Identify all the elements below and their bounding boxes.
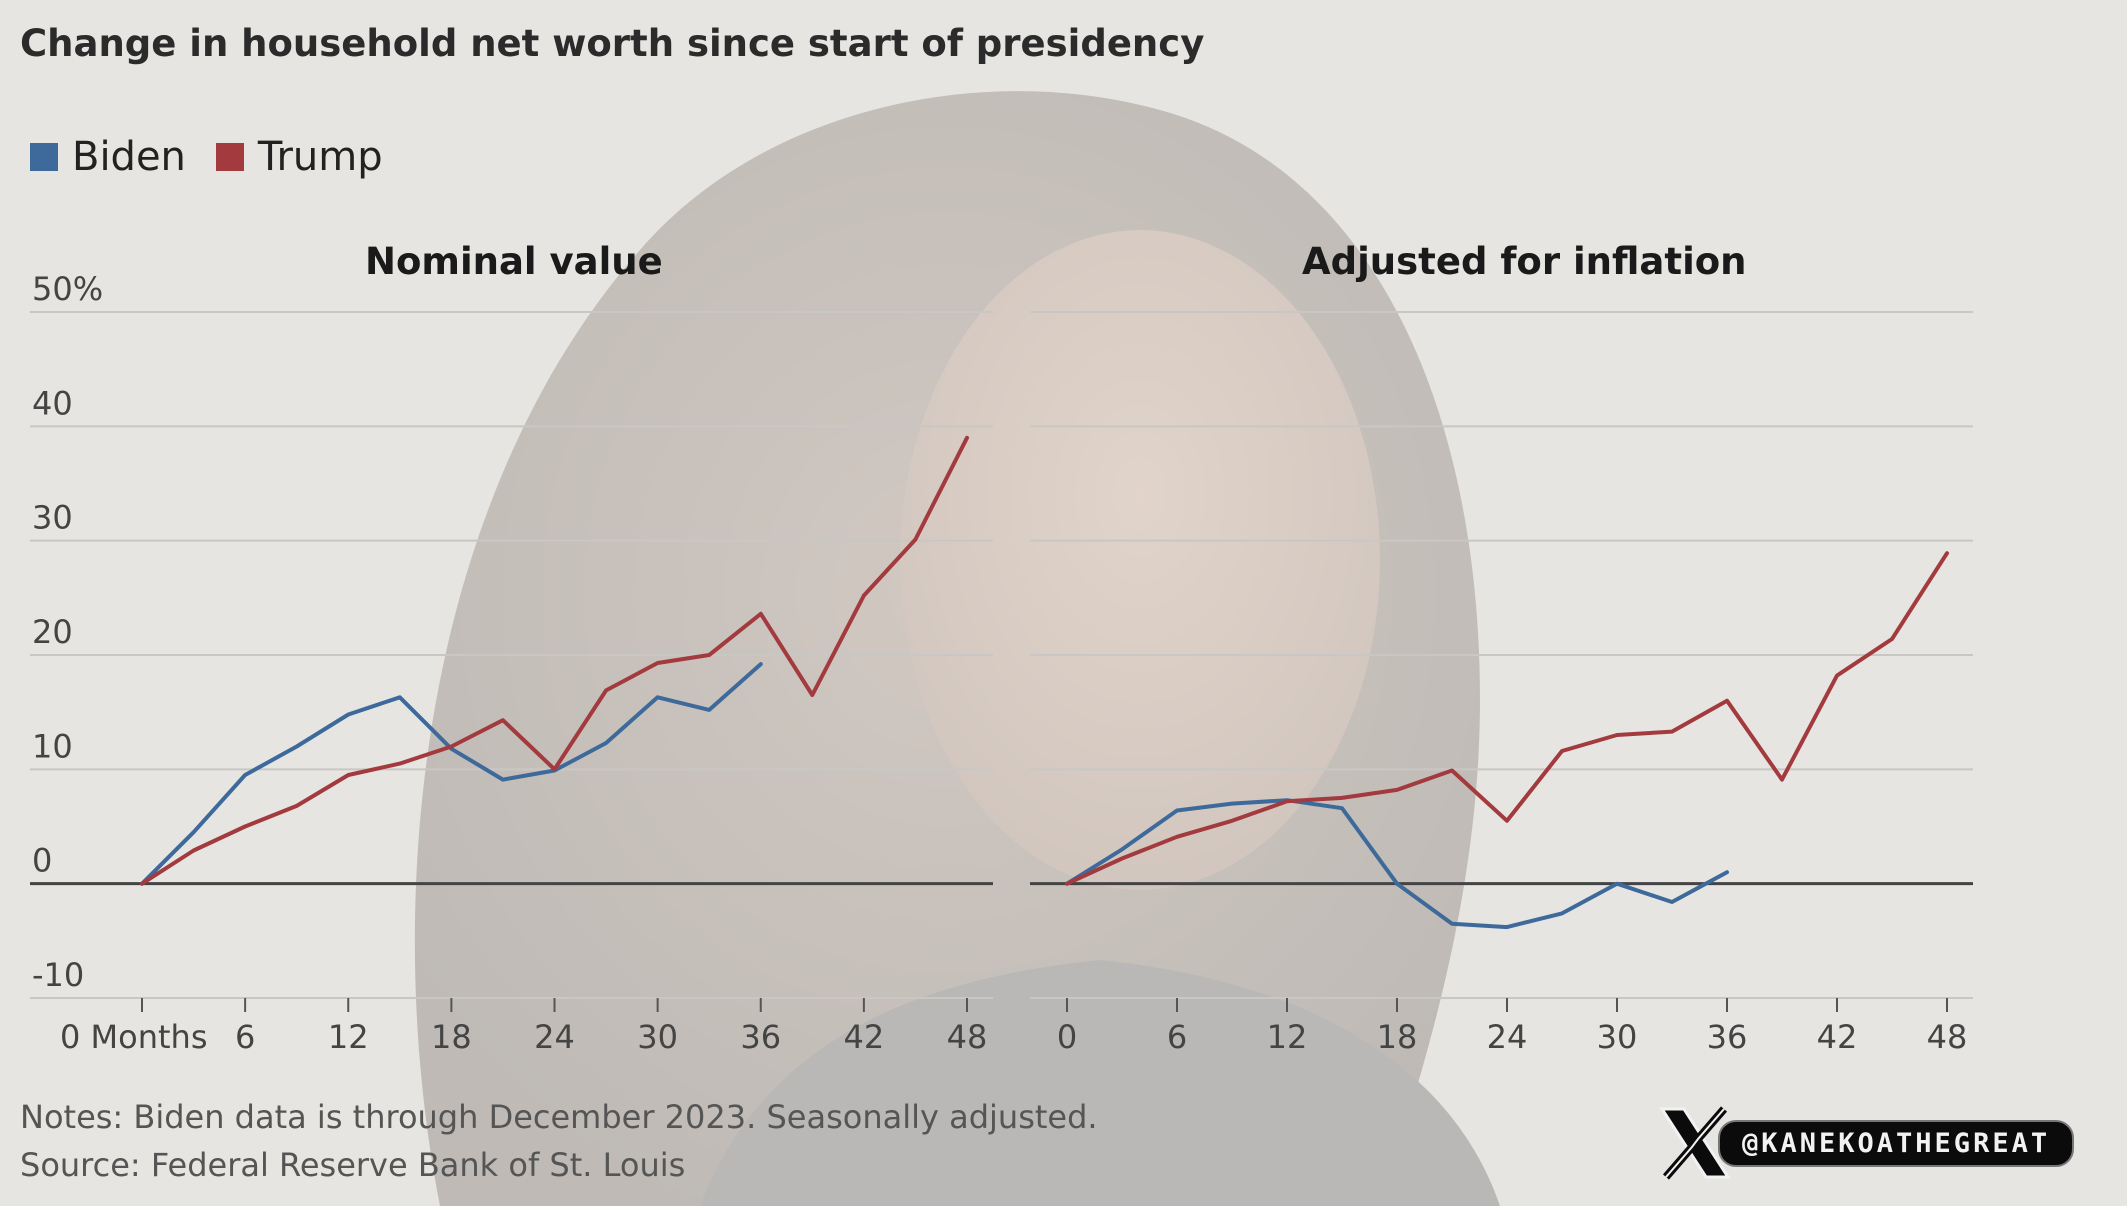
x-tick-label-0-30: 30 (637, 1018, 678, 1056)
y-tick-label-10: 10 (32, 727, 73, 765)
x-tick-label-0-6: 6 (235, 1018, 255, 1056)
legend-label-biden: Biden (72, 134, 186, 180)
panel-title-inflation: Adjusted for inflation (1302, 240, 1747, 283)
y-tick-label-20: 20 (32, 613, 73, 651)
series-line-1-biden (1065, 798, 1729, 930)
x-tick-label-1-42: 42 (1817, 1018, 1858, 1056)
x-tick-label-0-24: 24 (534, 1018, 575, 1056)
watermark-handle: @KANEKOATHEGREAT (1718, 1119, 2075, 1167)
series-line-0-biden (140, 662, 763, 886)
y-tick-label-50: 50% (32, 270, 103, 308)
x-tick-label-0-0: 0 Months (60, 1018, 208, 1056)
y-tick-label-40: 40 (32, 384, 73, 422)
x-logo-icon (1659, 1106, 1731, 1180)
x-tick-label-1-6: 6 (1167, 1018, 1187, 1056)
x-tick-label-0-42: 42 (844, 1018, 885, 1056)
x-tick-label-1-30: 30 (1597, 1018, 1638, 1056)
notes-text: Notes: Biden data is through December 20… (20, 1098, 1098, 1136)
chart-title: Change in household net worth since star… (20, 22, 1205, 65)
notes-block: Notes: Biden data is through December 20… (20, 1093, 1098, 1189)
x-tick-label-0-18: 18 (431, 1018, 472, 1056)
x-tick-label-1-48: 48 (1927, 1018, 1968, 1056)
x-tick-label-0-12: 12 (328, 1018, 369, 1056)
legend-label-trump: Trump (257, 134, 383, 180)
source-text: Source: Federal Reserve Bank of St. Loui… (20, 1146, 686, 1184)
legend-swatch-biden (30, 143, 58, 171)
y-tick-label-30: 30 (32, 499, 73, 537)
x-tick-label-1-0: 0 (1057, 1018, 1077, 1056)
legend-item-biden: Biden (30, 134, 186, 180)
watermark: @KANEKOATHEGREAT (1658, 1105, 2075, 1181)
panel-title-nominal: Nominal value (365, 240, 663, 283)
series-line-1-trump (1065, 551, 1949, 886)
legend-item-trump: Trump (215, 134, 383, 180)
legend-swatch-trump (215, 143, 244, 171)
x-tick-label-1-18: 18 (1377, 1018, 1418, 1056)
series-line-0-trump (140, 435, 969, 886)
legend: Biden Trump (30, 134, 413, 180)
x-tick-label-1-36: 36 (1707, 1018, 1748, 1056)
y-tick-label-0: 0 (32, 842, 52, 880)
y-tick-label--10: -10 (32, 956, 84, 994)
x-tick-label-1-24: 24 (1487, 1018, 1528, 1056)
x-tick-label-0-36: 36 (740, 1018, 781, 1056)
x-tick-label-0-48: 48 (947, 1018, 988, 1056)
x-tick-label-1-12: 12 (1267, 1018, 1308, 1056)
